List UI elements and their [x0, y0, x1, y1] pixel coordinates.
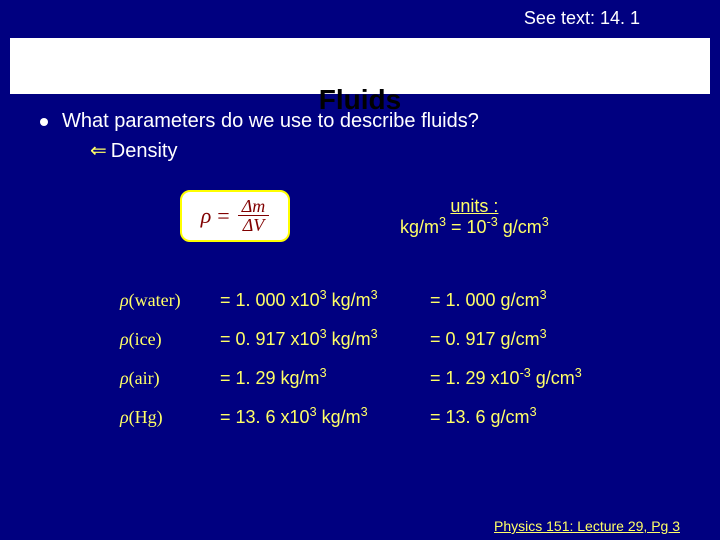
sub-bullet-text: Density [111, 140, 178, 162]
arrow-left-icon: ⇐ [90, 140, 107, 162]
substance-cell: ρ(water) [120, 290, 220, 311]
gcm3-cell: = 1. 000 g/cm3 [430, 290, 650, 311]
gcm3-cell: = 0. 917 g/cm3 [430, 329, 650, 350]
kgm3-cell: = 0. 917 x103 kg/m3 [220, 329, 430, 350]
table-row: ρ(water) = 1. 000 x103 kg/m3 = 1. 000 g/… [120, 290, 650, 311]
substance-cell: ρ(air) [120, 368, 220, 389]
slide-footer: Physics 151: Lecture 29, Pg 3 [494, 518, 680, 534]
table-row: ρ(air) = 1. 29 kg/m3 = 1. 29 x10-3 g/cm3 [120, 368, 650, 389]
table-row: ρ(ice) = 0. 917 x103 kg/m3 = 0. 917 g/cm… [120, 329, 650, 350]
units-conversion: kg/m3 = 10-3 g/cm3 [400, 217, 549, 238]
gcm3-cell: = 1. 29 x10-3 g/cm3 [430, 368, 650, 389]
title-box: Fluids [10, 38, 710, 94]
fraction-denominator: ΔV [239, 216, 269, 236]
units-block: units : kg/m3 = 10-3 g/cm3 [400, 196, 549, 238]
equals-sign: = [217, 203, 229, 229]
fraction-numerator: Δm [238, 197, 270, 216]
kgm3-cell: = 13. 6 x103 kg/m3 [220, 407, 430, 428]
sub-bullet-row: ⇐Density [90, 138, 177, 163]
kgm3-cell: = 1. 000 x103 kg/m3 [220, 290, 430, 311]
slide-root: See text: 14. 1 Fluids What parameters d… [0, 0, 720, 540]
rho-symbol: ρ [201, 203, 212, 229]
kgm3-cell: = 1. 29 kg/m3 [220, 368, 430, 389]
question-text: What parameters do we use to describe fl… [62, 110, 479, 133]
bullet-icon [40, 118, 48, 126]
gcm3-cell: = 13. 6 g/cm3 [430, 407, 650, 428]
fraction: Δm ΔV [238, 197, 270, 236]
table-row: ρ(Hg) = 13. 6 x103 kg/m3 = 13. 6 g/cm3 [120, 407, 650, 428]
units-label: units : [400, 196, 549, 217]
density-formula-box: ρ = Δm ΔV [180, 190, 290, 242]
substance-cell: ρ(ice) [120, 329, 220, 350]
substance-cell: ρ(Hg) [120, 407, 220, 428]
density-table: ρ(water) = 1. 000 x103 kg/m3 = 1. 000 g/… [120, 290, 650, 446]
see-text-ref: See text: 14. 1 [524, 8, 640, 29]
